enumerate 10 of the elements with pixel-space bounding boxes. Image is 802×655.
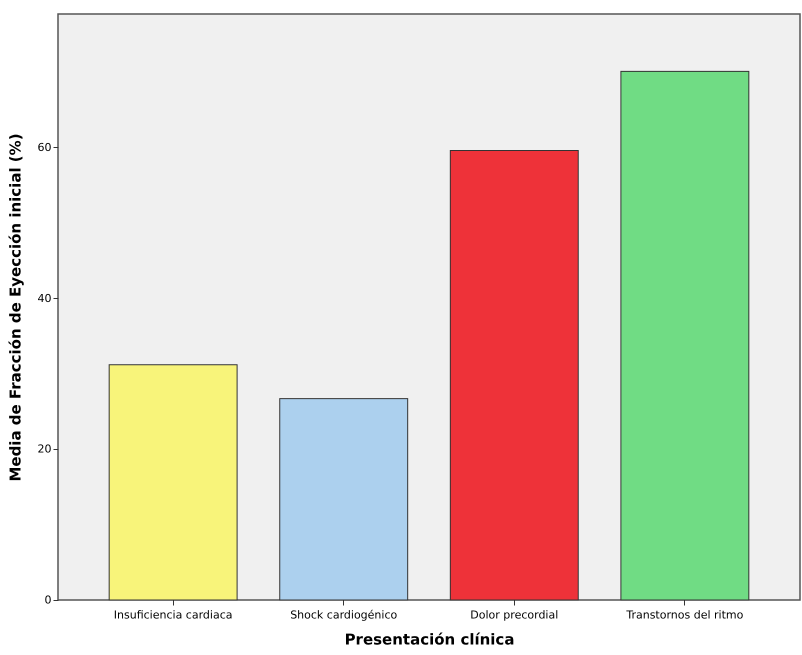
y-tick-label: 0 (44, 594, 52, 606)
y-tick-label: 20 (38, 442, 52, 456)
y-tick-label: 40 (38, 292, 52, 305)
y-tick-label: 60 (38, 140, 52, 154)
x-axis-title: Presentación clínica (344, 630, 514, 648)
x-tick-label: Shock cardiogénico (290, 608, 398, 622)
x-tick-label: Transtornos del ritmo (625, 608, 744, 622)
x-tick-label: Insuficiencia cardiaca (114, 608, 232, 622)
y-axis-title: Media de Fracción de Eyección inicial (%) (6, 133, 25, 482)
x-tick-label: Dolor precordial (470, 608, 558, 622)
